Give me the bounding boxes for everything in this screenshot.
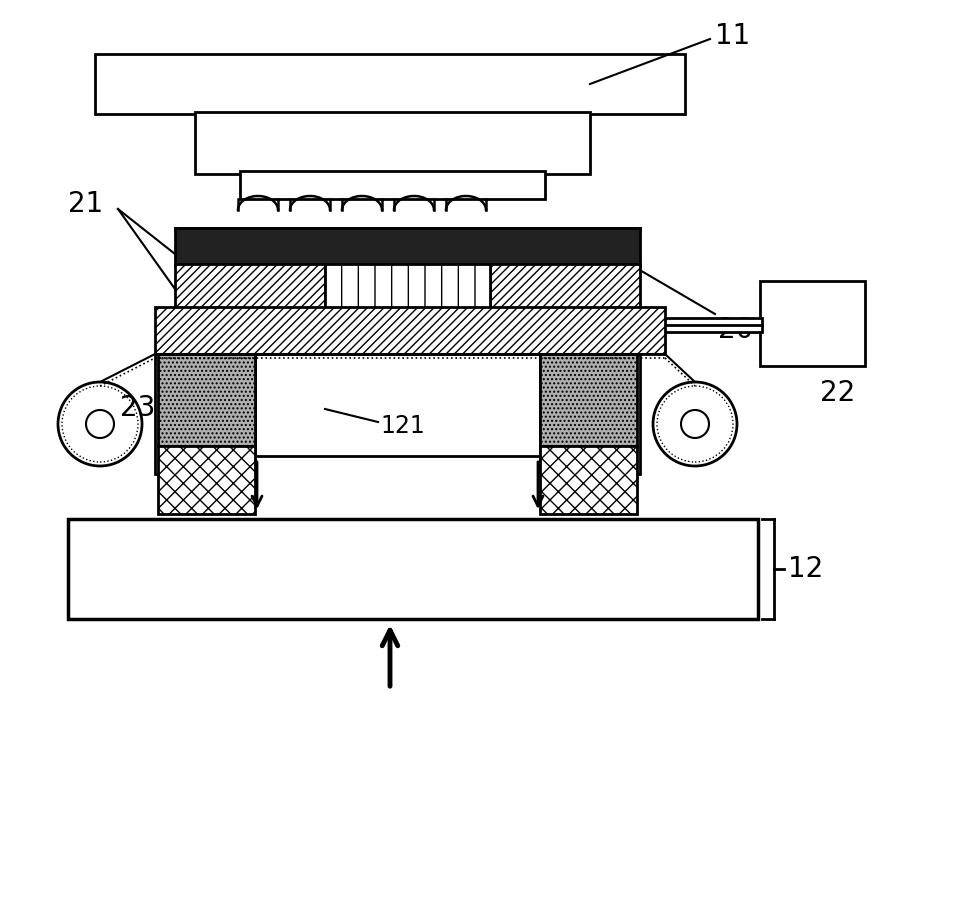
Bar [640, 318, 762, 332]
Text: 20: 20 [718, 316, 753, 344]
Bar [195, 112, 590, 174]
Text: 23: 23 [120, 394, 156, 422]
Bar [540, 354, 640, 474]
Bar [760, 281, 865, 366]
Bar [155, 354, 255, 474]
Bar [68, 519, 758, 619]
Bar [95, 54, 685, 114]
Bar [325, 264, 490, 309]
Text: 21: 21 [68, 190, 103, 218]
Bar [175, 264, 325, 309]
Text: 22: 22 [820, 379, 855, 407]
Bar [540, 354, 637, 446]
Bar [540, 446, 637, 514]
Bar [490, 264, 640, 309]
Text: 121: 121 [380, 414, 425, 438]
Bar [255, 354, 540, 456]
Bar [158, 446, 255, 514]
Bar [155, 307, 665, 354]
Bar [175, 228, 640, 266]
Text: 12: 12 [788, 555, 823, 583]
Text: 11: 11 [715, 22, 751, 50]
Bar [240, 171, 545, 199]
Bar [158, 354, 255, 446]
